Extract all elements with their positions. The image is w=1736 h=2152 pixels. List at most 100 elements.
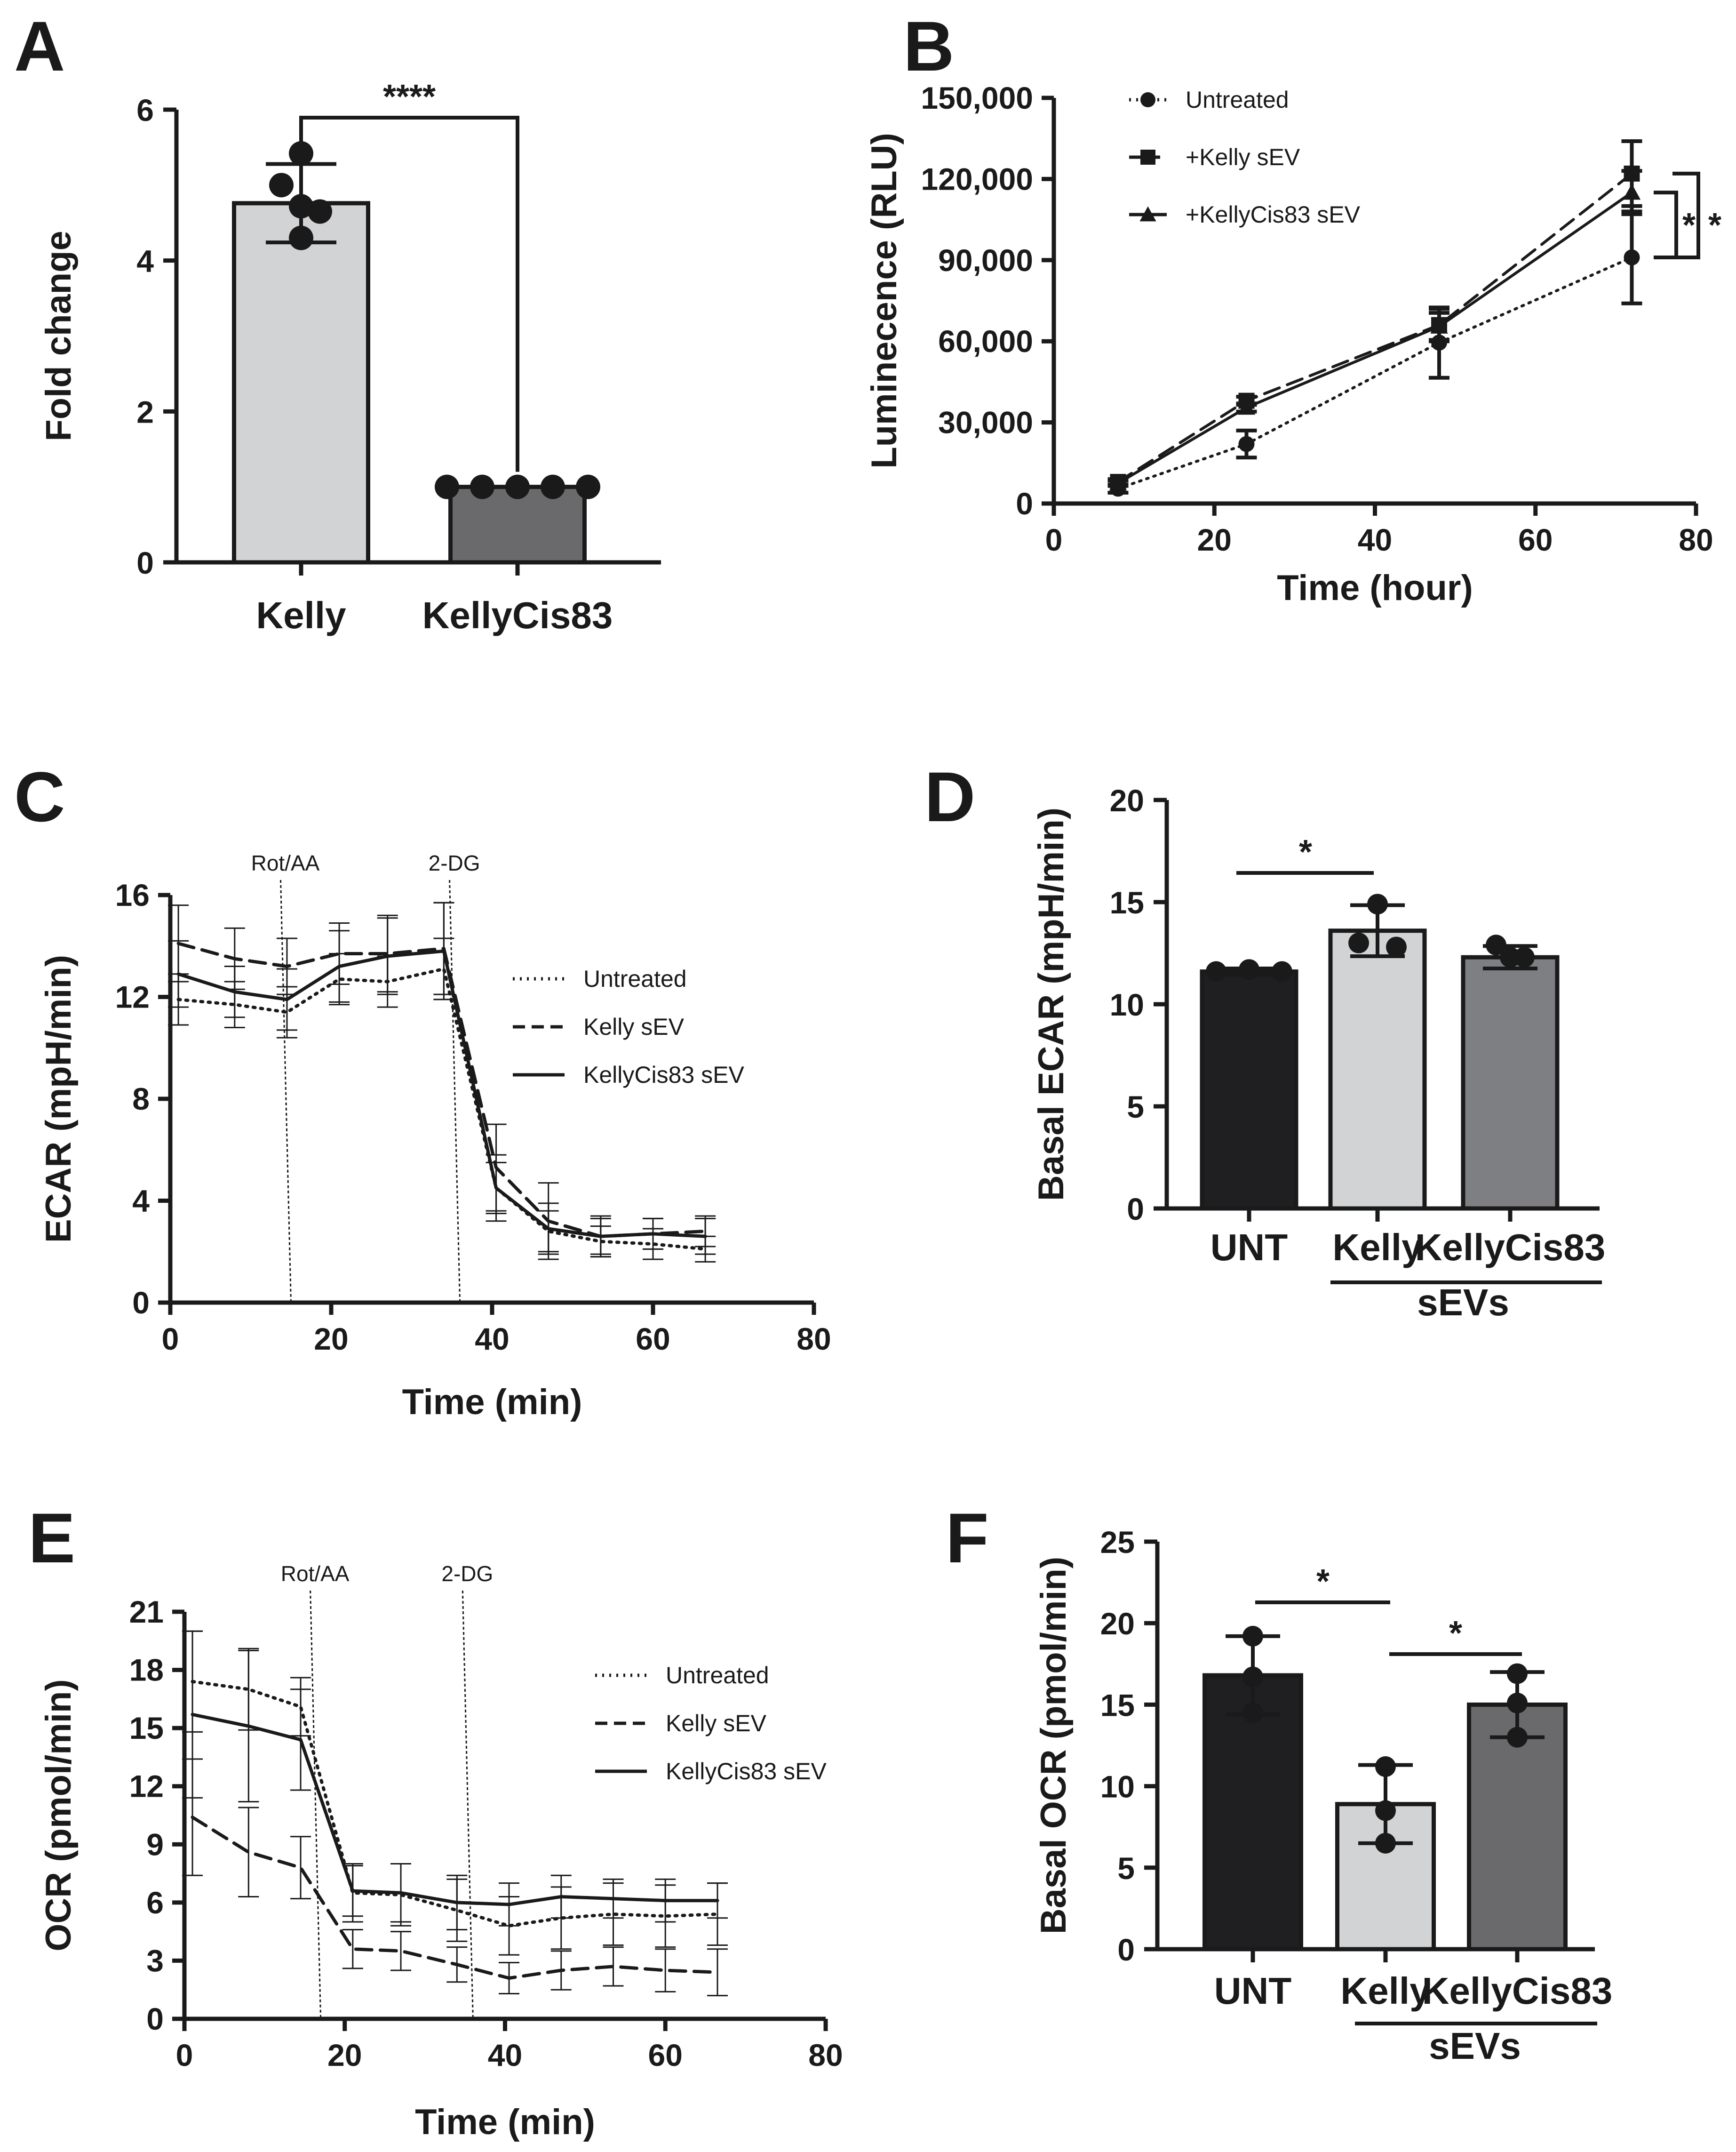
- x-tick-label: 60: [636, 1321, 670, 1356]
- y-axis-label: ECAR (mpH/min): [39, 955, 79, 1243]
- marker-triangle: [1109, 474, 1127, 491]
- category-label: UNT: [1214, 1970, 1292, 2012]
- x-axis-label: Time (min): [402, 1382, 582, 1422]
- panel-d-basal-ecar-bar-chart: 0 5 10 15 20 Basal ECAR (mpH/min) UNT KellyKell…: [1031, 783, 1605, 1323]
- data-point: [1507, 1663, 1528, 1684]
- y-tick-label: 0: [1127, 1192, 1144, 1226]
- y-tick-label: 6: [136, 93, 154, 128]
- y-tick-label: 4: [132, 1184, 150, 1218]
- series-line-2: [1116, 191, 1633, 485]
- data-point: [1375, 1756, 1396, 1777]
- y-tick-label: 4: [136, 244, 154, 279]
- y-axis-label: Fold change: [39, 231, 79, 441]
- significance-bracket: [299, 116, 519, 472]
- significance-bracket: [1654, 191, 1678, 260]
- marker-triangle: [1237, 399, 1256, 415]
- data-point: [541, 474, 565, 499]
- y-tick-label: 15: [1100, 1688, 1135, 1722]
- x-tick-label: 20: [314, 1321, 348, 1356]
- marker-triangle: [1623, 184, 1641, 200]
- x-tick-label: 80: [1679, 522, 1713, 557]
- category-label: Kelly: [1332, 1226, 1423, 1268]
- marker-circle: [1624, 249, 1640, 266]
- x-tick-label: 40: [475, 1321, 509, 1356]
- x-tick-label: 80: [796, 1321, 831, 1356]
- data-point: [576, 474, 600, 499]
- significance-label: *: [1316, 1563, 1330, 1600]
- y-tick-label: 3: [146, 1943, 164, 1978]
- category-label: UNT: [1210, 1226, 1288, 1268]
- y-tick-label: 21: [129, 1594, 164, 1629]
- legend-entry: +KellyCis83 sEV: [1186, 201, 1361, 228]
- group-label: sEVs: [1429, 2025, 1521, 2067]
- y-tick-label: 15: [1110, 885, 1144, 920]
- marker-triangle: [1139, 206, 1156, 222]
- marker-square: [1140, 150, 1155, 165]
- panel-f-basal-ocr-bar-chart: 0 5 10 15 20 25 Basal OCR (pmol/min) UNT KellyKe…: [1034, 1525, 1612, 2067]
- x-tick-label: 40: [1358, 522, 1392, 557]
- y-tick-label: 18: [129, 1653, 164, 1688]
- panel-letter-e: E: [28, 1498, 75, 1577]
- series-line-0: [191, 1680, 719, 1928]
- y-tick-label: 2: [136, 394, 154, 429]
- data-point: [1206, 961, 1226, 982]
- panel-c-ecar-line-chart: 0 4 8 12 16 0 20 40 60 80 Time (min) ECAR (mpH/min)…: [39, 851, 831, 1422]
- significance-label: *: [1299, 833, 1312, 871]
- y-tick-label: 25: [1100, 1525, 1135, 1560]
- data-point: [1239, 959, 1259, 980]
- y-tick-label: 12: [129, 1769, 164, 1804]
- data-point: [1514, 947, 1535, 968]
- category-label: KellyCis83: [422, 594, 613, 636]
- category-label: Kelly: [1340, 1970, 1431, 2012]
- y-tick-label: 0: [136, 545, 154, 580]
- legend-entry: Untreated: [583, 966, 687, 992]
- marker-circle: [1238, 436, 1255, 452]
- series-line-1: [191, 1816, 719, 1980]
- panel-letter-c: C: [14, 757, 65, 836]
- legend-entry: Kelly sEV: [666, 1710, 767, 1736]
- y-tick-label: 30,000: [938, 405, 1033, 440]
- injection-line: [449, 880, 461, 1303]
- x-tick-label: 60: [1518, 522, 1553, 557]
- x-tick-label: 40: [488, 2038, 522, 2072]
- injection-label: 2-DG: [441, 1561, 493, 1586]
- y-axis-label: Luminecence (RLU): [864, 133, 904, 469]
- legend-entry: Untreated: [1186, 87, 1289, 113]
- y-tick-label: 12: [115, 980, 150, 1015]
- injection-line: [310, 1590, 322, 2019]
- significance-label: *: [1682, 207, 1696, 244]
- data-point: [1272, 961, 1292, 982]
- y-tick-label: 0: [132, 1285, 150, 1320]
- data-point: [289, 225, 313, 250]
- y-tick-label: 0: [1016, 486, 1033, 521]
- data-point: [1507, 1727, 1528, 1748]
- x-axis-label: Time (hour): [1277, 568, 1473, 608]
- series-line-0: [176, 967, 707, 1251]
- injection-label: 2-DG: [429, 851, 480, 875]
- y-axis-label: Basal OCR (pmol/min): [1034, 1557, 1074, 1934]
- panel-letter-a: A: [14, 7, 65, 86]
- data-point: [1367, 894, 1388, 915]
- y-tick-label: 60,000: [938, 324, 1033, 359]
- bar: [1200, 969, 1298, 1211]
- marker-triangle: [1430, 317, 1448, 334]
- x-tick-label: 0: [176, 2038, 193, 2072]
- x-tick-label: 20: [1197, 522, 1232, 557]
- significance-label: *: [1449, 1615, 1462, 1652]
- y-axis-label: OCR (pmol/min): [39, 1679, 79, 1951]
- legend-entry: KellyCis83 sEV: [583, 1062, 744, 1088]
- y-tick-label: 8: [132, 1081, 150, 1116]
- legend-entry: KellyCis83 sEV: [666, 1758, 827, 1784]
- y-axis-label: Basal ECAR (mpH/min): [1031, 808, 1071, 1201]
- significance-bracket: [1672, 171, 1700, 260]
- y-tick-label: 10: [1110, 987, 1144, 1022]
- data-point: [1507, 1692, 1528, 1713]
- legend-entry: Untreated: [666, 1662, 769, 1688]
- y-tick-label: 10: [1100, 1769, 1135, 1804]
- x-tick-label: 20: [327, 2038, 362, 2072]
- significance-label: *: [1708, 207, 1721, 244]
- panel-letter-f: F: [946, 1498, 989, 1577]
- data-point: [1348, 932, 1369, 953]
- bar: [232, 201, 370, 565]
- y-tick-label: 20: [1100, 1606, 1135, 1641]
